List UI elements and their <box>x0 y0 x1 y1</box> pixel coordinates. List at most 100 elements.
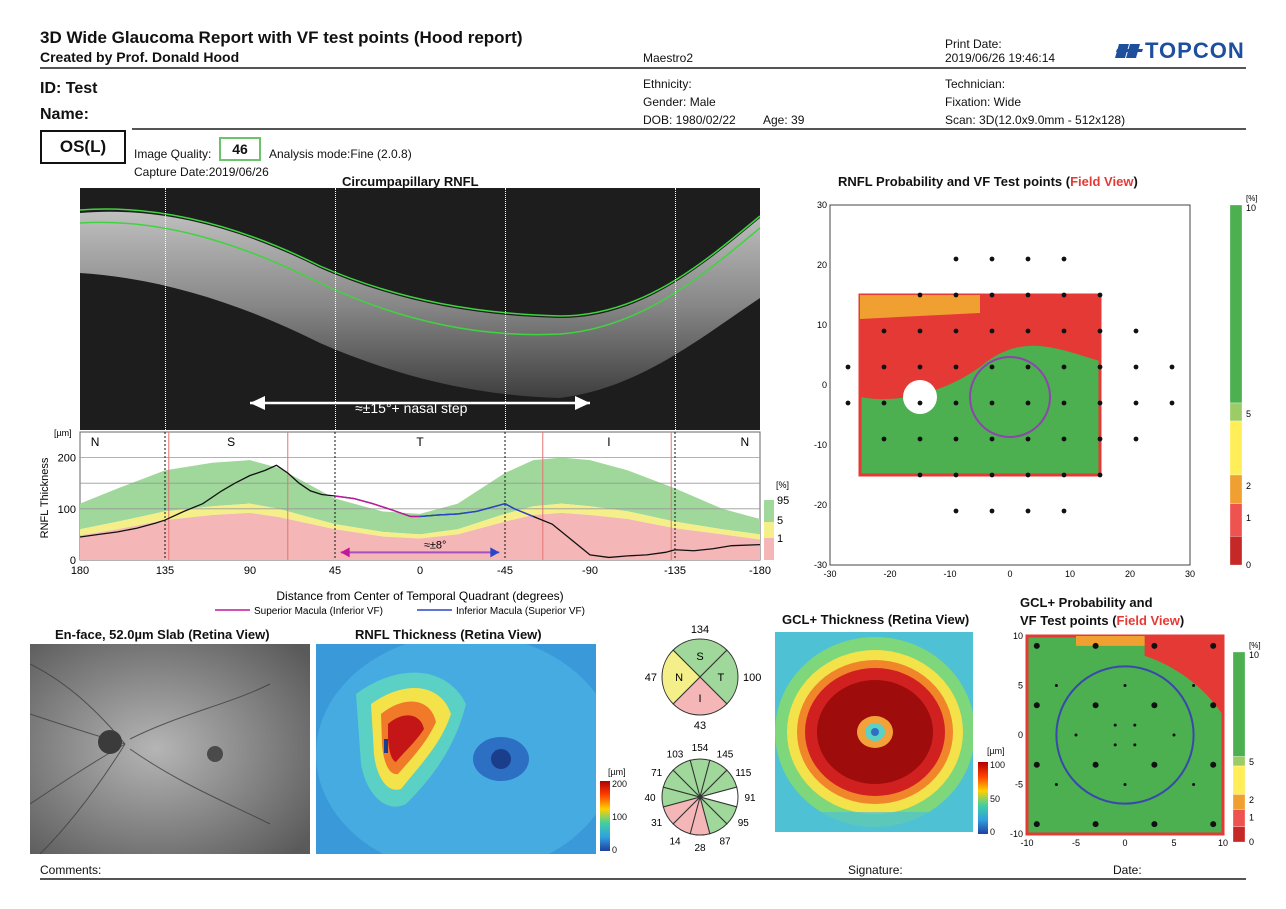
gcl-borderline-region <box>1076 636 1145 646</box>
gcl-vf-point <box>1210 821 1217 828</box>
image-quality-value: 46 <box>219 137 261 161</box>
rnfl-thick-title: RNFL Thickness (Retina View) <box>355 627 542 642</box>
retina-layers <box>80 211 760 398</box>
optic-disc-mask <box>903 380 937 414</box>
y-tick: -5 <box>1015 780 1023 790</box>
gcl-prob-title-1: GCL+ Probability and <box>1020 595 1153 610</box>
x-tick: 135 <box>156 565 174 577</box>
x-axis-label: Distance from Center of Temporal Quadran… <box>276 589 563 603</box>
nasal-step-arrow-right <box>575 396 590 410</box>
vf-test-point <box>1025 400 1031 406</box>
rnfl-prob-svg: -30 -20 -10 0 10 20 30 30 20 10 0 -10 -20 -30 <box>814 200 1195 579</box>
gcl-vf-point <box>1054 783 1058 786</box>
topcon-logo-mark <box>1115 44 1143 58</box>
gcl-scale-100: 100 <box>990 760 1006 770</box>
vf-test-point <box>1133 400 1139 406</box>
x-tick: -90 <box>582 565 598 577</box>
sector-label-N: N <box>741 435 750 449</box>
vf-test-point <box>1097 400 1103 406</box>
patient-name: Name: <box>40 106 89 123</box>
vf-test-point <box>1061 364 1067 370</box>
clock-value-3: 91 <box>744 793 756 804</box>
prob-scale-1: [%] 10 5 2 1 0 <box>1229 193 1280 573</box>
y-tick: 0 <box>1018 730 1023 740</box>
vf-test-point <box>917 364 923 370</box>
vf-test-point <box>1061 508 1067 514</box>
prob-scale-seg-0 <box>1232 651 1246 757</box>
patient-id: ID: Test <box>40 80 98 97</box>
x-tick: 10 <box>1065 569 1075 579</box>
legend-swatch-5 <box>764 522 774 538</box>
gcl-vf-point <box>1092 821 1099 828</box>
gcl-vf-point <box>1210 642 1217 649</box>
prob-scale-seg-4 <box>1232 809 1246 827</box>
prob-scale-seg-1 <box>1232 756 1246 767</box>
vf-test-point <box>1061 472 1067 478</box>
legend-label-5: 5 <box>777 515 783 527</box>
gcl-vf-point <box>1133 743 1137 747</box>
gcl-vf-point <box>1113 743 1117 747</box>
clock-value-1: 145 <box>717 750 734 761</box>
x-tick: 45 <box>329 565 341 577</box>
y-tick: -30 <box>814 560 827 570</box>
prob-scale-tick: 2 <box>1246 481 1251 491</box>
x-tick: -180 <box>749 565 771 577</box>
gcl-vf-point <box>1033 702 1040 709</box>
circ-rnfl-title: Circumpapillary RNFL <box>342 174 479 189</box>
sector-label-S: S <box>227 435 235 449</box>
vf-test-point <box>1025 508 1031 514</box>
legend-swatch-1 <box>764 538 774 560</box>
sector-pies: S T I N 134 100 43 47 154 145 115 91 95 87 28 14 31 40 71 1… <box>630 622 780 862</box>
rnfl-scale-100: 100 <box>612 812 628 822</box>
vf-test-point <box>989 364 995 370</box>
x-tick: -135 <box>664 565 686 577</box>
enface-svg <box>30 644 310 854</box>
device-name: Maestro2 <box>643 51 694 65</box>
legend-label-95: 95 <box>777 495 789 507</box>
vf-test-point <box>1061 400 1067 406</box>
rnfl-thickness-map <box>316 644 596 854</box>
header-divider <box>40 67 1246 69</box>
prob-scale-seg-0 <box>1229 204 1243 404</box>
quadrant-value-I: 43 <box>694 720 706 732</box>
band-borderline <box>80 503 760 540</box>
nasal-step-label: ≈±15°+ nasal step <box>355 400 468 416</box>
band-abnormal <box>80 512 760 560</box>
optic-disc <box>98 730 122 754</box>
vf-test-point <box>1133 364 1139 370</box>
quadrant-letter-S: S <box>696 651 703 663</box>
vf-test-point <box>881 400 887 406</box>
gcl-prob-title-2: VF Test points (Field View) <box>1020 613 1184 628</box>
macula-circle <box>969 356 1051 438</box>
vf-test-point <box>881 364 887 370</box>
vf-test-point <box>953 400 959 406</box>
gcl-scale-unit: [µm] <box>987 746 1005 756</box>
quadrant-sector-N <box>661 649 701 705</box>
vf-test-point <box>1133 328 1139 334</box>
guide-line-minus135 <box>675 188 676 430</box>
age: Age: 39 <box>763 113 805 127</box>
topcon-logo-text: TOPCON <box>1145 38 1245 63</box>
image-quality-label: Image Quality: <box>134 147 212 161</box>
vf-test-point <box>1025 328 1031 334</box>
quadrant-sector-T <box>699 649 739 705</box>
print-date: 2019/06/26 19:46:14 <box>945 51 1056 65</box>
rnfl-scale-unit: [µm] <box>608 767 626 777</box>
oct-bscan-image: ≈±15°+ nasal step <box>80 188 760 430</box>
gcl-prob-svg: -10 -5 0 5 10 10 5 0 -5 -10 <box>1010 631 1228 848</box>
vf-test-point <box>1061 256 1067 262</box>
legend-inferior-text: Inferior Macula (Superior VF) <box>456 606 585 617</box>
vf-test-point <box>917 400 923 406</box>
vf-test-point <box>989 328 995 334</box>
gcl-vf-point <box>1151 702 1158 709</box>
prob-scale-2: [%] 10 5 2 1 0 <box>1232 640 1283 850</box>
x-tick: 5 <box>1171 838 1176 848</box>
x-tick: -20 <box>883 569 896 579</box>
prob-abnormal-region <box>860 295 1100 400</box>
prob-scale-seg-5 <box>1232 826 1246 843</box>
vf-test-point <box>953 508 959 514</box>
vf-test-point <box>1025 256 1031 262</box>
comments-label: Comments: <box>40 863 102 877</box>
x-tick: -5 <box>1072 838 1080 848</box>
